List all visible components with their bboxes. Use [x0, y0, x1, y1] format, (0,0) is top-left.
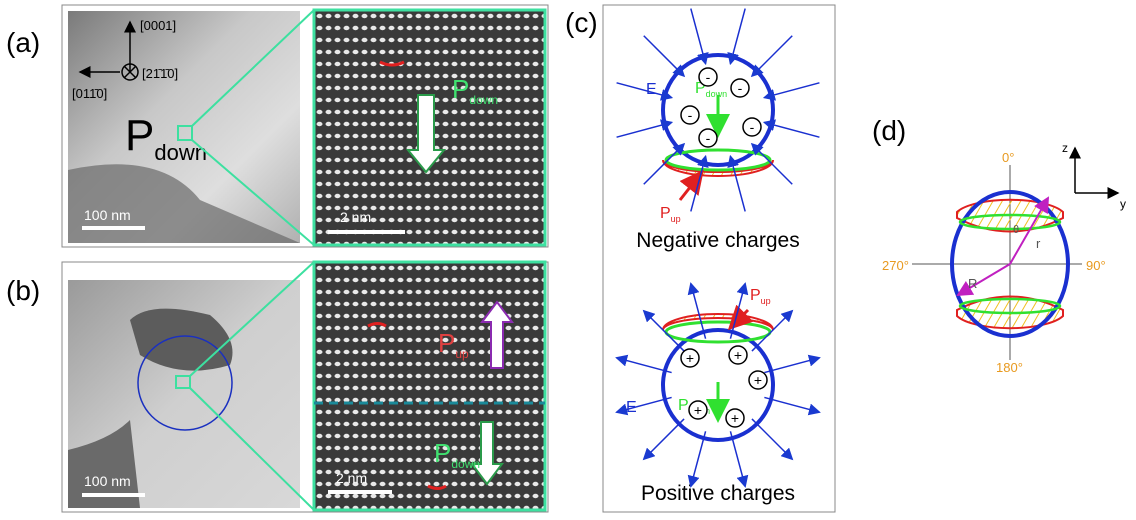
field-line [730, 284, 745, 339]
field-line [764, 358, 819, 373]
field-line [730, 9, 745, 64]
field-line [764, 397, 819, 412]
direction-label: [0001] [140, 18, 176, 33]
field-line [752, 311, 792, 351]
field-line [617, 122, 672, 137]
r-label: r [1036, 236, 1041, 251]
scale-label: 2 nm [340, 209, 371, 225]
panel-frame [603, 5, 835, 512]
negative-diagram: E Pdown Pup Negative charges ----- [617, 9, 820, 252]
field-line [691, 9, 706, 64]
symbol: P [660, 205, 671, 222]
R-label: R [968, 276, 977, 291]
scale-label: 100 nm [84, 207, 131, 223]
field-line [691, 284, 706, 339]
field-line [764, 122, 819, 137]
charge-sign: - [750, 119, 755, 135]
symbol: P [452, 74, 469, 104]
field-line [752, 419, 792, 459]
p-up-arrow [680, 172, 702, 200]
panel-label: (b) [6, 275, 40, 306]
field-label: E [646, 81, 657, 98]
direction-label: [011̄0] [72, 86, 107, 101]
positive-diagram: E Pdown Pup Positive charges +++++ [617, 284, 820, 505]
figure: (a) [0001] [011̄0] [21̄1̄0] Pdown 100 nm… [0, 0, 1136, 515]
symbol: P [125, 111, 154, 160]
subscript: up [761, 296, 771, 306]
charge-sign: - [706, 130, 711, 146]
charge-sign: - [738, 80, 743, 96]
charge-sign: + [734, 347, 742, 363]
subscript: down [469, 93, 498, 107]
field-line [752, 36, 792, 76]
panel-label: (c) [565, 7, 598, 38]
field-line [644, 36, 684, 76]
charge-sign: + [731, 410, 739, 426]
subscript: down [154, 140, 207, 165]
field-line [617, 83, 672, 98]
subscript: up [455, 347, 469, 361]
field-line [764, 83, 819, 98]
subscript: up [671, 214, 681, 224]
field-line [617, 358, 672, 373]
charge-sign: + [686, 350, 694, 366]
angle-label: 180° [996, 360, 1023, 375]
scale-label: 100 nm [84, 473, 131, 489]
caption: Negative charges [636, 229, 799, 252]
field-line [644, 144, 684, 184]
charge-sign: + [694, 402, 702, 418]
field-line [644, 419, 684, 459]
caption: Positive charges [641, 482, 795, 505]
scale-label: 2 nm [336, 470, 367, 486]
charge-sign: - [688, 107, 693, 123]
field-line [730, 156, 745, 211]
symbol: P [434, 438, 451, 468]
p-label: Pup [750, 287, 771, 306]
field-line [617, 397, 672, 412]
angle-label: 0° [1002, 150, 1014, 165]
page: Figure {"panel_a":{"label":"(a)","direct… [0, 0, 1136, 520]
body: (a) [0001] [011̄0] [21̄1̄0] Pdown 100 nm… [0, 0, 1136, 520]
field-line [644, 311, 684, 351]
symbol: P [678, 397, 689, 414]
subscript: down [706, 89, 728, 99]
symbol: P [750, 287, 761, 304]
axis-label: y [1120, 197, 1126, 211]
axis-label: z [1062, 141, 1068, 155]
symbol: P [438, 328, 455, 358]
field-line [691, 431, 706, 486]
angle-label: 90° [1086, 258, 1106, 273]
direction-label: [21̄1̄0] [142, 66, 178, 81]
charge-sign: - [706, 69, 711, 85]
panel-label: (a) [6, 27, 40, 58]
p-label: Pup [660, 205, 681, 224]
field-line [752, 144, 792, 184]
charge-sign: + [754, 372, 762, 388]
field-line [730, 431, 745, 486]
R-arrow [958, 264, 1010, 295]
theta-label: θ [1013, 224, 1019, 236]
angle-label: 270° [882, 258, 909, 273]
subscript: down [451, 457, 480, 471]
panel-label: (d) [872, 115, 906, 146]
